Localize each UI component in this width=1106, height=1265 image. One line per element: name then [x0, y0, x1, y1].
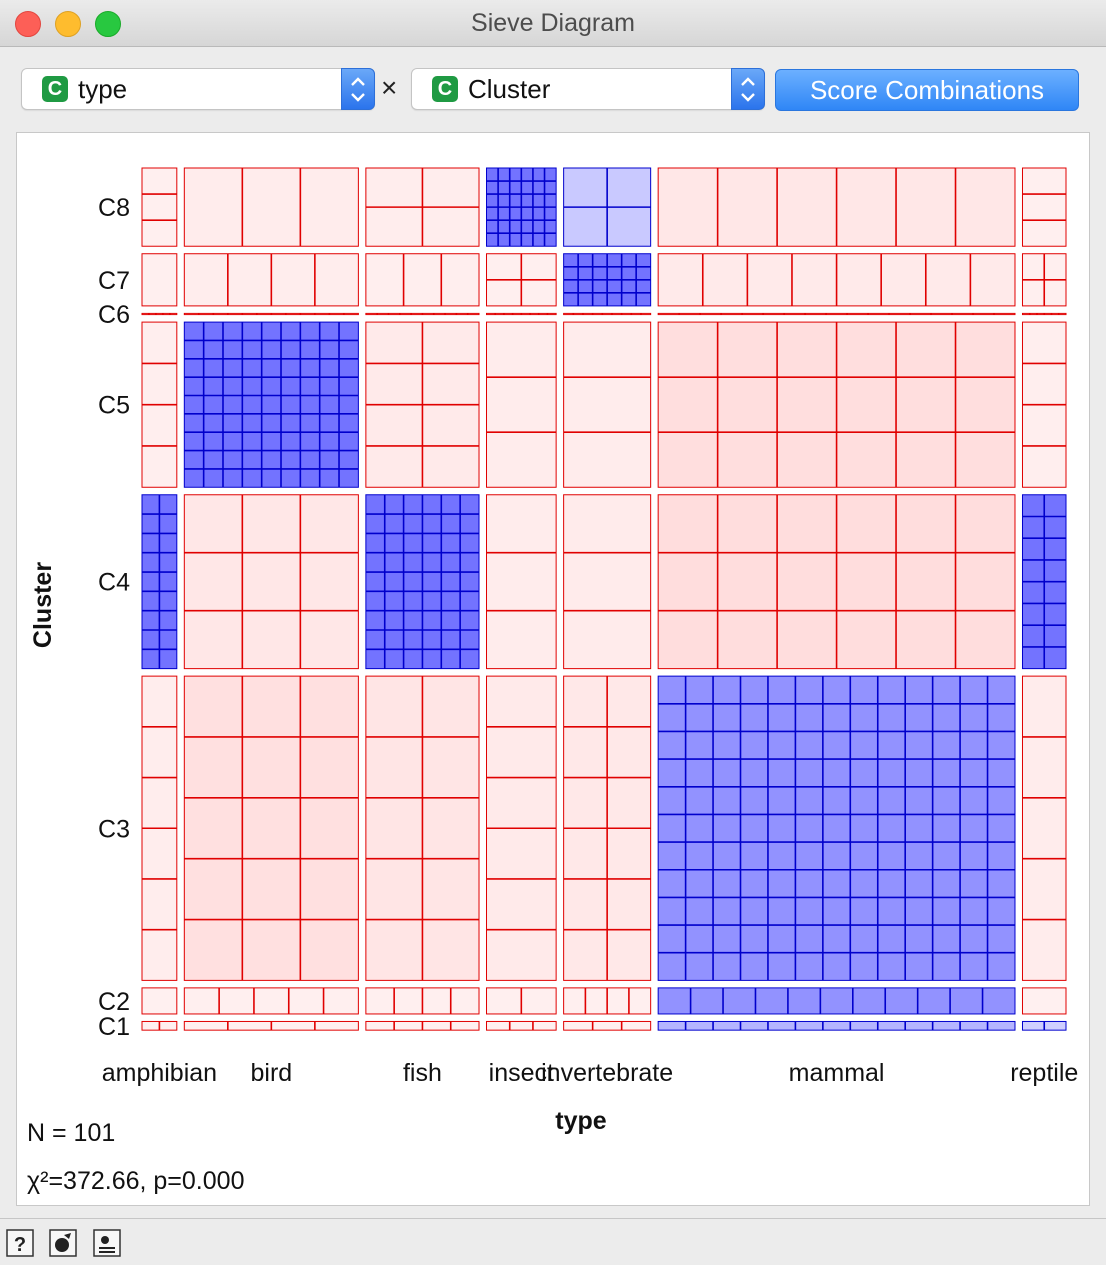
attr-x-select[interactable]: C type — [21, 68, 375, 110]
n-count-text: N = 101 — [27, 1119, 115, 1147]
cell-invertebrate-C6 — [563, 312, 652, 316]
cell-amphibian-C6 — [141, 312, 178, 316]
y-tick-label: C4 — [98, 569, 130, 597]
cell-bird-C4 — [183, 494, 359, 670]
cell-mammal-C1 — [657, 1020, 1016, 1031]
x-tick-label: reptile — [1010, 1059, 1078, 1087]
y-axis-label: Cluster — [29, 562, 57, 648]
cell-insect-C5 — [486, 321, 557, 488]
attr-y-select[interactable]: C Cluster — [411, 68, 765, 110]
x-tick-label: insect — [489, 1059, 554, 1087]
chevron-updown-icon[interactable] — [731, 68, 765, 110]
chevron-updown-icon[interactable] — [341, 68, 375, 110]
y-tick-label: C6 — [98, 301, 130, 329]
cell-invertebrate-C1 — [563, 1020, 652, 1031]
cell-bird-C3 — [183, 675, 359, 981]
status-bar: ? — [0, 1218, 1106, 1265]
attr-y-value: Cluster — [468, 74, 551, 104]
y-tick-label: C1 — [98, 1013, 130, 1041]
close-window-button[interactable] — [15, 11, 41, 37]
plot-panel: amphibian bird fish insect invertebrate mamma… — [16, 132, 1090, 1206]
x-tick-label: invertebrate — [541, 1059, 673, 1087]
cell-bird-C5 — [183, 321, 359, 488]
cell-invertebrate-C4 — [563, 494, 652, 670]
x-tick-label: amphibian — [102, 1059, 217, 1087]
y-tick-label: C2 — [98, 988, 130, 1016]
save-image-icon[interactable] — [93, 1229, 121, 1257]
y-tick-label: C7 — [98, 267, 130, 295]
cell-amphibian-C2 — [141, 987, 178, 1015]
cell-mammal-C6 — [657, 312, 1016, 316]
cell-invertebrate-C5 — [563, 321, 652, 488]
help-icon[interactable]: ? — [6, 1229, 34, 1257]
minimize-window-button[interactable] — [55, 11, 81, 37]
cell-amphibian-C8 — [141, 167, 178, 247]
cell-mammal-C3 — [657, 675, 1016, 981]
cell-reptile-C3 — [1021, 675, 1067, 981]
report-icon[interactable] — [49, 1229, 77, 1257]
cell-mammal-C2 — [657, 987, 1016, 1015]
categorical-icon: C — [432, 76, 458, 102]
chi-square-text: χ²=372.66, p=0.000 — [27, 1167, 244, 1195]
cell-reptile-C2 — [1021, 987, 1067, 1015]
maximize-window-button[interactable] — [95, 11, 121, 37]
categorical-icon: C — [42, 76, 68, 102]
title-bar: Sieve Diagram — [0, 0, 1106, 47]
x-tick-label: fish — [403, 1059, 442, 1087]
y-tick-label: C3 — [98, 815, 130, 843]
cell-insect-C1 — [486, 1020, 557, 1031]
x-tick-label: bird — [250, 1059, 292, 1087]
times-symbol: × — [381, 72, 398, 103]
y-tick-label: C8 — [98, 194, 130, 222]
score-combinations-button[interactable]: Score Combinations — [775, 69, 1079, 111]
cell-bird-C8 — [183, 167, 359, 247]
cell-amphibian-C7 — [141, 253, 178, 307]
cell-insect-C4 — [486, 494, 557, 670]
cell-fish-C7 — [365, 253, 480, 307]
x-tick-label: mammal — [789, 1059, 885, 1087]
attr-x-value: type — [78, 74, 128, 104]
svg-text:?: ? — [14, 1234, 26, 1256]
y-tick-label: C5 — [98, 392, 130, 420]
window-title: Sieve Diagram — [471, 9, 635, 37]
cell-reptile-C8 — [1021, 167, 1067, 247]
cell-bird-C2 — [183, 987, 359, 1015]
x-axis-label: type — [555, 1107, 607, 1135]
